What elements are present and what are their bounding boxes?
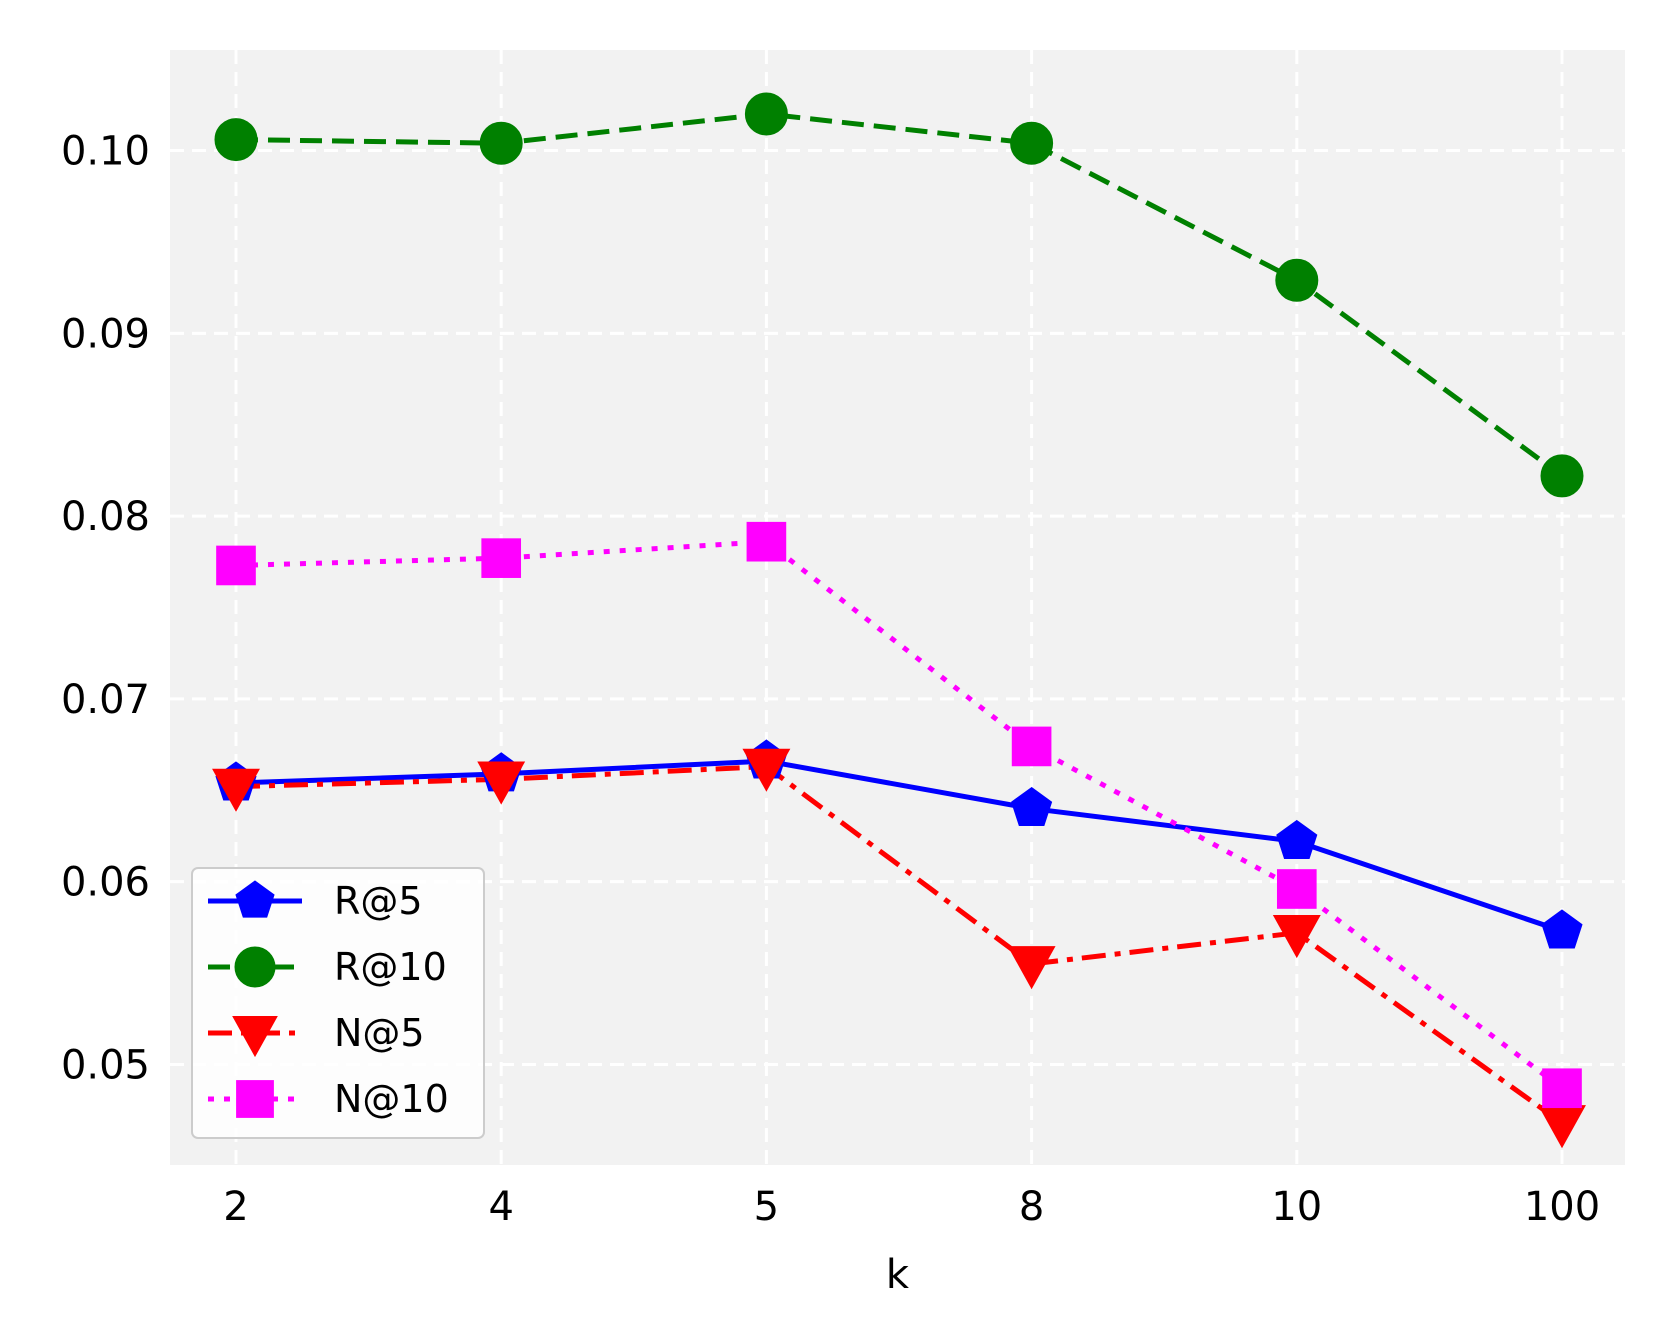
x-axis-ticks: 2 4 5 8 10 100 (223, 1184, 1600, 1230)
series-line-R@5 (235, 758, 1563, 934)
legend: R@5 R@10 N@5 N@10 (191, 867, 485, 1139)
legend-marker (234, 946, 276, 988)
y-tick-label: 0.05 (61, 1042, 150, 1088)
data-point-N@5 (1007, 946, 1056, 990)
data-point-N@10 (1011, 726, 1052, 767)
data-point-R@5 (1541, 909, 1583, 949)
series-line-R@10 (235, 111, 1564, 478)
series-markers (212, 92, 1586, 1149)
data-point-R@5 (1011, 786, 1053, 827)
legend-label: N@5 (334, 1011, 425, 1055)
data-point-R@10 (744, 92, 788, 136)
legend-label: R@5 (334, 879, 423, 923)
y-tick-label: 0.06 (61, 860, 150, 906)
x-tick-label: 100 (1524, 1184, 1600, 1230)
x-axis-label: k (886, 1252, 910, 1298)
y-tick-label: 0.09 (61, 311, 150, 357)
data-point-N@5 (477, 761, 526, 805)
legend-marker (236, 1080, 274, 1118)
legend-marker (235, 880, 275, 918)
x-tick-label: 2 (223, 1184, 248, 1230)
legend-entry-R@10: R@10 (208, 945, 447, 989)
x-tick-label: 5 (754, 1184, 779, 1230)
y-tick-label: 0.08 (61, 494, 150, 540)
data-point-N@5 (742, 748, 791, 792)
data-point-N@10 (1542, 1068, 1582, 1109)
y-axis-ticks: 0.05 0.06 0.07 0.08 0.09 0.10 (61, 129, 150, 1089)
data-point-R@5 (1276, 819, 1318, 859)
legend-entry-N@5: N@5 (208, 1011, 425, 1058)
x-tick-label: 10 (1271, 1184, 1322, 1230)
y-tick-label: 0.07 (61, 677, 150, 723)
y-tick-label: 0.10 (61, 129, 150, 175)
series-markers-N@5 (212, 748, 1586, 1149)
data-point-N@5 (1272, 915, 1321, 959)
data-point-N@10 (1276, 869, 1317, 909)
data-point-R@10 (214, 118, 258, 162)
legend-label: N@10 (334, 1077, 449, 1121)
data-point-N@10 (216, 545, 256, 586)
series-markers-N@10 (216, 521, 1582, 1109)
data-point-N@5 (212, 768, 260, 812)
data-point-R@10 (1275, 258, 1319, 302)
series-markers-R@10 (214, 92, 1584, 498)
legend-box (191, 867, 485, 1139)
data-point-R@10 (1540, 454, 1584, 498)
data-point-N@10 (481, 538, 522, 578)
legend-entry-N@10: N@10 (208, 1077, 449, 1121)
x-tick-label: 8 (1019, 1184, 1044, 1230)
series-lines (235, 111, 1564, 1125)
legend-label: R@10 (334, 945, 447, 989)
x-tick-label: 4 (488, 1184, 513, 1230)
legend-entry-R@5: R@5 (208, 879, 423, 923)
legend-marker (232, 1016, 278, 1058)
data-point-R@10 (1010, 121, 1054, 165)
data-point-R@10 (479, 121, 523, 165)
data-point-N@10 (746, 521, 787, 562)
